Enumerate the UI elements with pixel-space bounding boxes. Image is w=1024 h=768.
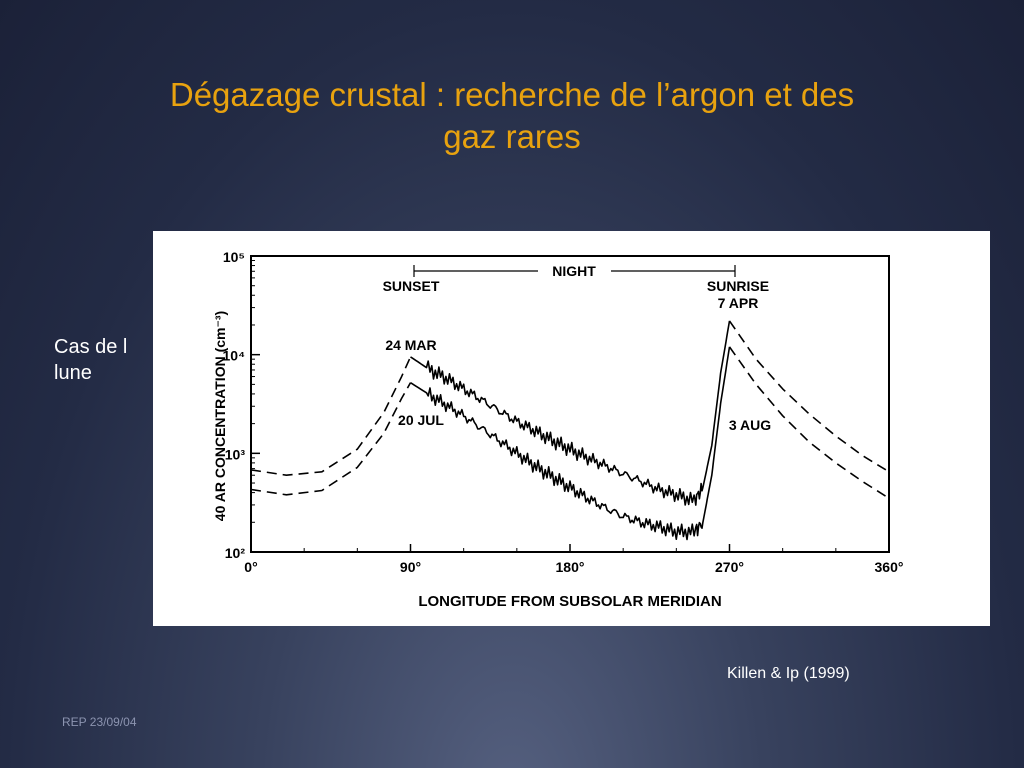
y-tick-label: 10⁴ <box>223 348 246 364</box>
chart-svg: 0° 90° 180° 270° 360° 10² 10³ 10⁴ 10⁵ NIGHT SUN… <box>212 249 904 610</box>
series-line-1 <box>250 382 412 496</box>
aug-label: 3 AUG <box>729 417 771 433</box>
jul-label: 20 JUL <box>398 412 444 428</box>
body-text: Cas de l lune <box>54 334 127 386</box>
sunset-label: SUNSET <box>383 278 440 294</box>
slide-title: Dégazage crustal : recherche de l’argon … <box>60 74 964 158</box>
x-axis-label: LONGITUDE FROM SUBSOLAR MERIDIAN <box>418 593 721 610</box>
x-tick-label: 270° <box>715 559 744 575</box>
x-tick-label: 0° <box>244 559 257 575</box>
sunrise-date-label: 7 APR <box>718 295 759 311</box>
mar-label: 24 MAR <box>385 337 436 353</box>
series-line-3 <box>410 346 731 541</box>
argon-concentration-chart: 0° 90° 180° 270° 360° 10² 10³ 10⁴ 10⁵ NIGHT SUN… <box>153 231 990 626</box>
title-line-1: Dégazage crustal : recherche de l’argon … <box>169 76 855 113</box>
body-line-1: Cas de l <box>54 336 128 358</box>
series-line-0 <box>250 356 412 476</box>
series-line-4 <box>728 320 890 473</box>
x-tick-label: 180° <box>556 559 585 575</box>
body-line-2: lune <box>54 362 92 384</box>
plot-frame <box>250 255 890 553</box>
footer-date: REP 23/09/04 <box>62 715 137 729</box>
series-line-2 <box>410 320 731 506</box>
y-tick-label: 10⁵ <box>223 249 245 265</box>
y-axis-label: 40 AR CONCENTRATION (cm⁻³) <box>212 311 228 521</box>
y-tick-label: 10² <box>225 545 246 561</box>
sunrise-label: SUNRISE <box>707 278 769 294</box>
title-line-2: gaz rares <box>443 118 581 155</box>
night-label: NIGHT <box>552 263 596 279</box>
x-tick-label: 90° <box>400 559 421 575</box>
y-tick-label: 10³ <box>225 446 246 462</box>
source-citation: Killen & Ip (1999) <box>727 665 850 682</box>
x-tick-label: 360° <box>875 559 904 575</box>
